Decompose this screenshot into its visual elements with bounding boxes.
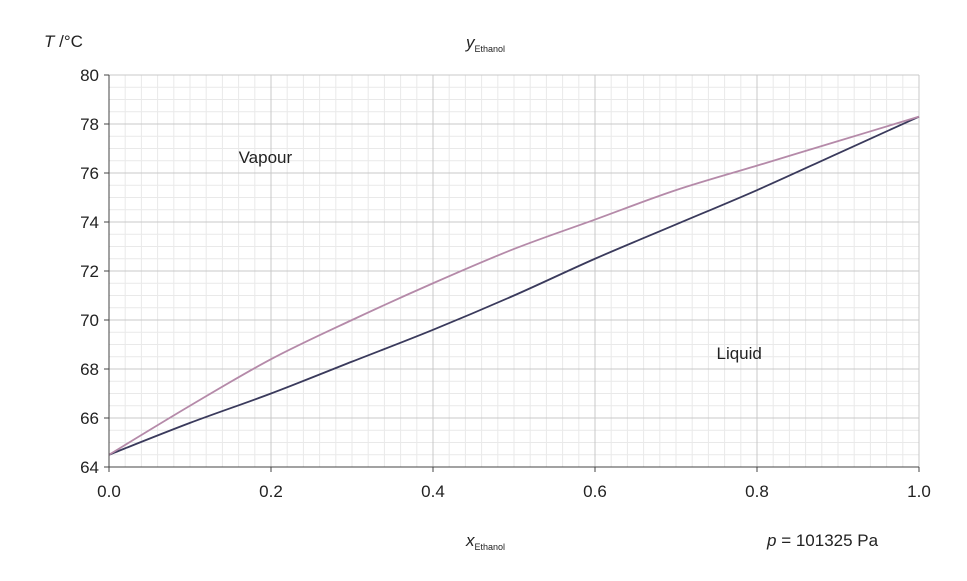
y-tick-label: 66 (80, 409, 99, 428)
y-tick-label: 64 (80, 458, 99, 477)
x-tick-label: 0.0 (97, 482, 121, 501)
y-tick-label: 80 (80, 66, 99, 85)
dew-point-curve (108, 115, 920, 456)
y-axis-unit: /°C (54, 32, 83, 51)
pressure-value: = 101325 Pa (776, 531, 878, 550)
top-axis-title: yEthanol (465, 33, 505, 54)
x-tick-label: 0.8 (745, 482, 769, 501)
x-axis-variable: x (465, 531, 475, 550)
top-axis-variable: y (465, 33, 476, 52)
y-tick-label: 78 (80, 115, 99, 134)
y-axis-variable: T (44, 32, 56, 51)
x-tick-label: 0.4 (421, 482, 445, 501)
pressure-variable: p (766, 531, 776, 550)
x-axis-subscript: Ethanol (475, 542, 506, 552)
region-label-liquid: Liquid (717, 344, 762, 363)
bubble-point-curve (108, 115, 920, 456)
x-tick-label: 0.2 (259, 482, 283, 501)
y-axis-title: T /°C (44, 32, 83, 51)
pressure-label: p = 101325 Pa (766, 531, 879, 550)
x-tick-label: 1.0 (907, 482, 931, 501)
x-axis-title: xEthanol (465, 531, 505, 552)
x-tick-label: 0.6 (583, 482, 607, 501)
region-labels: Vapour Liquid (239, 148, 762, 363)
y-tick-label: 70 (80, 311, 99, 330)
region-label-vapour: Vapour (239, 148, 293, 167)
x-tick-labels: 0.0 0.2 0.4 0.6 0.8 1.0 (97, 467, 931, 501)
y-tick-label: 68 (80, 360, 99, 379)
y-tick-label: 74 (80, 213, 99, 232)
top-axis-subscript: Ethanol (475, 44, 506, 54)
y-tick-labels: 64 66 68 70 72 74 76 78 80 (80, 66, 109, 477)
y-tick-label: 76 (80, 164, 99, 183)
y-tick-label: 72 (80, 262, 99, 281)
series-layer (108, 115, 920, 456)
